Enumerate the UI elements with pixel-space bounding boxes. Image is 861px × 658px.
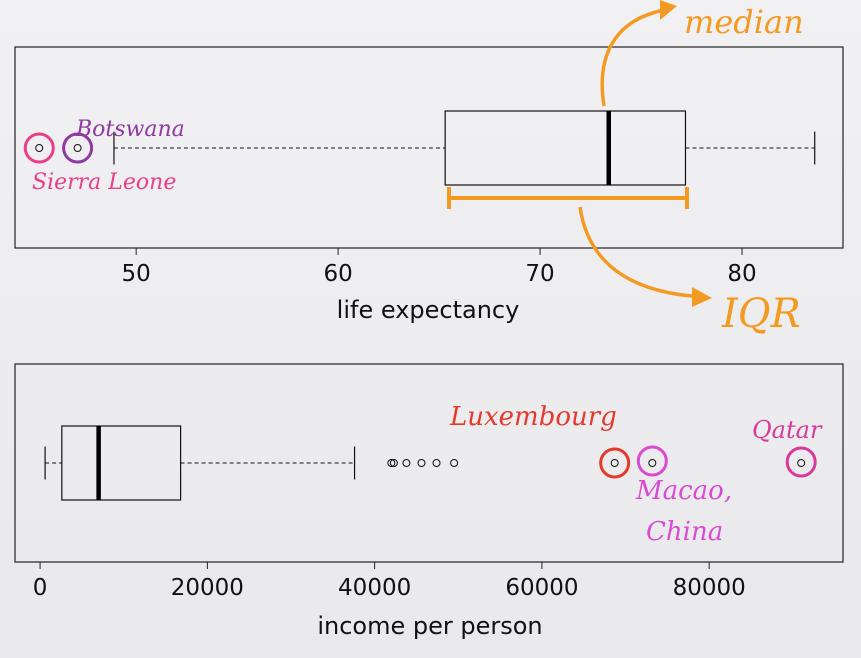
life-expectancy-panel: 50 60 70 80 life expectancy Botswana Sierra… [14, 0, 844, 337]
iqr-arrow-head [692, 287, 712, 307]
outlier-point [35, 144, 44, 152]
outlier-point [432, 459, 441, 467]
income-x-axis: 0 20000 40000 60000 80000 [33, 561, 746, 601]
tick-label: 40000 [338, 575, 411, 601]
botswana-label: Botswana [75, 117, 185, 142]
luxembourg-highlight-ring [599, 447, 631, 479]
tick-label: 60000 [505, 575, 578, 601]
life-x-axis: 50 60 70 80 [122, 247, 757, 287]
macao-label: Macao, [635, 476, 732, 506]
median-arrow [600, 8, 665, 107]
tick-label: 20000 [171, 575, 244, 601]
life-boxplot [23, 110, 816, 186]
outlier-point [73, 144, 82, 152]
income-panel: 0 20000 40000 60000 80000 income per person … [14, 363, 844, 640]
iqr-bracket [447, 187, 689, 209]
income-x-axis-title: income per person [317, 612, 542, 640]
botswana-highlight-ring [62, 132, 94, 164]
median-arrow-head [660, 0, 677, 20]
outlier-point [450, 459, 459, 467]
tick-label: 50 [122, 261, 151, 287]
iqr-box [61, 425, 182, 501]
iqr-box [444, 110, 687, 186]
sierra-leone-highlight-ring [23, 132, 55, 164]
china-label: China [646, 517, 723, 547]
iqr-label: IQR [721, 291, 801, 337]
tick-label: 60 [323, 261, 352, 287]
macao-highlight-ring [636, 445, 668, 477]
income-boxplot [44, 425, 817, 501]
qatar-highlight-ring [785, 446, 817, 478]
tick-label: 0 [33, 575, 48, 601]
outlier-point [389, 459, 398, 467]
median-label: median [684, 3, 804, 41]
life-x-axis-title: life expectancy [337, 296, 520, 324]
outlier-point [402, 459, 411, 467]
outlier-point [610, 459, 619, 467]
tick-label: 80000 [673, 575, 746, 601]
outlier-point [417, 459, 426, 467]
outlier-point [387, 459, 396, 467]
outlier-point [797, 459, 806, 467]
luxembourg-label: Luxembourg [449, 402, 617, 432]
outlier-point [648, 459, 657, 467]
tick-label: 70 [525, 261, 554, 287]
sierra-leone-label: Sierra Leone [32, 170, 176, 195]
iqr-arrow [578, 206, 693, 298]
qatar-label: Qatar [752, 416, 823, 444]
tick-label: 80 [727, 261, 756, 287]
